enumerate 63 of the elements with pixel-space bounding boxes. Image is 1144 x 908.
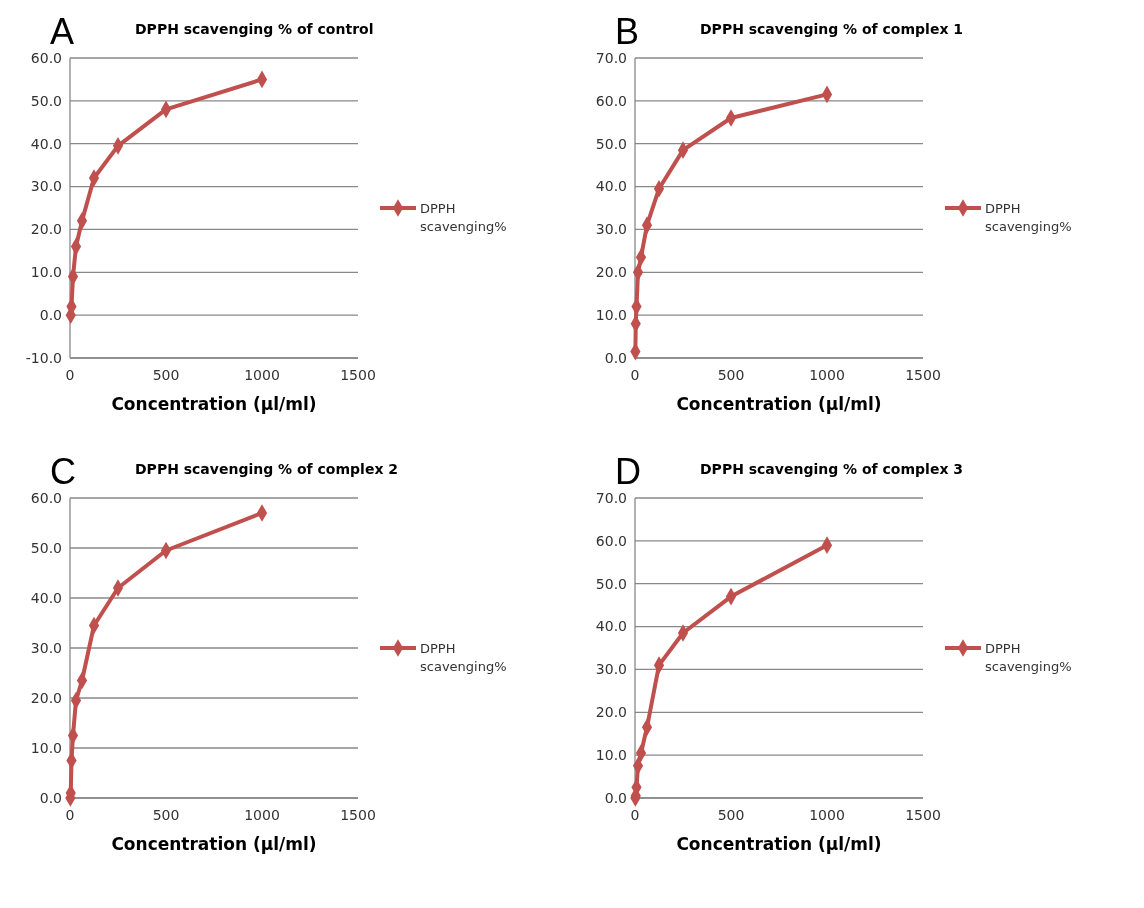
x-tick-label: 1000	[809, 367, 845, 383]
y-tick-label: 0.0	[39, 307, 62, 324]
legend-label: DPPH scavenging%	[420, 200, 507, 234]
x-tick-label: 1000	[244, 807, 280, 823]
y-tick-label: 40.0	[595, 178, 627, 195]
y-tick-label: 0.0	[604, 789, 627, 806]
x-tick-label: 1000	[244, 367, 280, 383]
y-tick-label: 40.0	[595, 618, 627, 635]
y-tick-label: 50.0	[30, 539, 62, 556]
y-tick-label: 70.0	[595, 489, 627, 506]
y-tick-label: 60.0	[595, 92, 627, 109]
y-tick-label: 20.0	[595, 704, 627, 721]
y-tick-label: 10.0	[595, 747, 627, 764]
y-tick-label: 50.0	[595, 575, 627, 592]
legend-label: DPPH scavenging%	[420, 640, 507, 674]
x-tick-label: 0	[630, 367, 640, 383]
y-tick-label: 10.0	[595, 307, 627, 324]
text: B	[615, 11, 640, 52]
x-axis-title: Concentration (µl/ml)	[676, 834, 882, 854]
y-tick-label: 20.0	[595, 264, 627, 281]
x-tick-label: 0	[65, 807, 75, 823]
y-tick-label: 70.0	[595, 49, 627, 66]
y-tick-label: 50.0	[30, 92, 62, 109]
text: A	[50, 11, 75, 52]
legend-label: DPPH scavenging%	[985, 200, 1072, 234]
y-tick-label: 0.0	[39, 789, 62, 806]
x-tick-label: 500	[152, 807, 180, 823]
x-axis-title: Concentration (µl/ml)	[111, 834, 317, 854]
x-tick-label: 1500	[340, 367, 376, 383]
text: D	[615, 451, 641, 492]
x-tick-label: 0	[65, 367, 75, 383]
y-tick-label: 30.0	[595, 221, 627, 238]
y-tick-label: 40.0	[30, 135, 62, 152]
y-tick-label: 60.0	[30, 49, 62, 66]
y-tick-label: 30.0	[595, 661, 627, 678]
chart-title: DPPH scavenging % of complex 2	[135, 461, 399, 477]
x-tick-label: 1000	[809, 807, 845, 823]
x-tick-label: 1500	[905, 367, 941, 383]
y-tick-label: 20.0	[30, 221, 62, 238]
x-tick-label: 1500	[905, 807, 941, 823]
legend-label: DPPH scavenging%	[985, 640, 1072, 674]
y-tick-label: 20.0	[30, 689, 62, 706]
chart-title: DPPH scavenging % of complex 3	[700, 461, 964, 477]
chart-title: DPPH scavenging % of complex 1	[700, 21, 964, 37]
x-tick-label: 500	[717, 367, 745, 383]
x-tick-label: 1500	[340, 807, 376, 823]
y-tick-label: 60.0	[30, 489, 62, 506]
y-tick-label: 30.0	[30, 639, 62, 656]
text: C	[50, 451, 76, 492]
y-tick-label: 10.0	[30, 264, 62, 281]
y-tick-label: 40.0	[30, 589, 62, 606]
y-tick-label: 30.0	[30, 178, 62, 195]
y-tick-label: 0.0	[604, 349, 627, 366]
chart-title: DPPH scavenging % of control	[135, 21, 374, 37]
y-tick-label: 60.0	[595, 532, 627, 549]
x-tick-label: 500	[717, 807, 745, 823]
y-tick-label: 50.0	[595, 135, 627, 152]
x-tick-label: 500	[152, 367, 180, 383]
x-axis-title: Concentration (µl/ml)	[111, 394, 317, 414]
x-tick-label: 0	[630, 807, 640, 823]
y-tick-label: -10.0	[25, 349, 62, 366]
y-tick-label: 10.0	[30, 739, 62, 756]
x-axis-title: Concentration (µl/ml)	[676, 394, 882, 414]
